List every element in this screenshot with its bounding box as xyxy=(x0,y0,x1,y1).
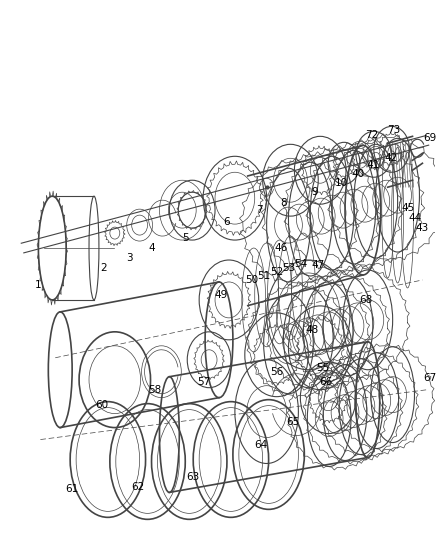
Text: 54: 54 xyxy=(294,259,307,269)
Text: 46: 46 xyxy=(275,243,288,253)
Text: 58: 58 xyxy=(148,385,161,394)
Text: 6: 6 xyxy=(224,217,230,227)
Text: 49: 49 xyxy=(214,290,228,300)
Text: 61: 61 xyxy=(66,484,79,495)
Text: 72: 72 xyxy=(365,131,378,140)
Text: 68: 68 xyxy=(359,295,372,305)
Text: 65: 65 xyxy=(286,417,299,426)
Text: 2: 2 xyxy=(101,263,107,273)
Text: 55: 55 xyxy=(317,363,330,373)
Text: 10: 10 xyxy=(335,178,348,188)
Text: 9: 9 xyxy=(311,187,318,197)
Text: 47: 47 xyxy=(311,260,325,270)
Text: 43: 43 xyxy=(416,223,429,233)
Text: 64: 64 xyxy=(254,440,267,449)
Text: 1: 1 xyxy=(35,280,42,290)
Text: 42: 42 xyxy=(384,154,397,163)
Text: 45: 45 xyxy=(402,203,415,213)
Text: 40: 40 xyxy=(351,169,364,179)
Text: 66: 66 xyxy=(320,377,333,387)
Text: 57: 57 xyxy=(198,377,211,387)
Text: 44: 44 xyxy=(409,213,422,223)
Text: 53: 53 xyxy=(282,263,295,273)
Text: 69: 69 xyxy=(423,133,436,143)
Text: 56: 56 xyxy=(270,367,283,377)
Text: 3: 3 xyxy=(127,253,133,263)
Text: 73: 73 xyxy=(387,125,400,135)
Text: 62: 62 xyxy=(131,482,144,492)
Text: 60: 60 xyxy=(95,400,109,410)
Text: 63: 63 xyxy=(187,472,200,482)
Text: 52: 52 xyxy=(270,267,283,277)
Text: 8: 8 xyxy=(280,198,287,208)
Text: 7: 7 xyxy=(256,205,263,215)
Text: 51: 51 xyxy=(257,271,270,281)
Text: 50: 50 xyxy=(245,275,258,285)
Text: 5: 5 xyxy=(182,233,189,243)
Text: 67: 67 xyxy=(423,373,436,383)
Text: 48: 48 xyxy=(306,325,319,335)
Text: 41: 41 xyxy=(366,160,379,170)
Text: 4: 4 xyxy=(148,243,155,253)
